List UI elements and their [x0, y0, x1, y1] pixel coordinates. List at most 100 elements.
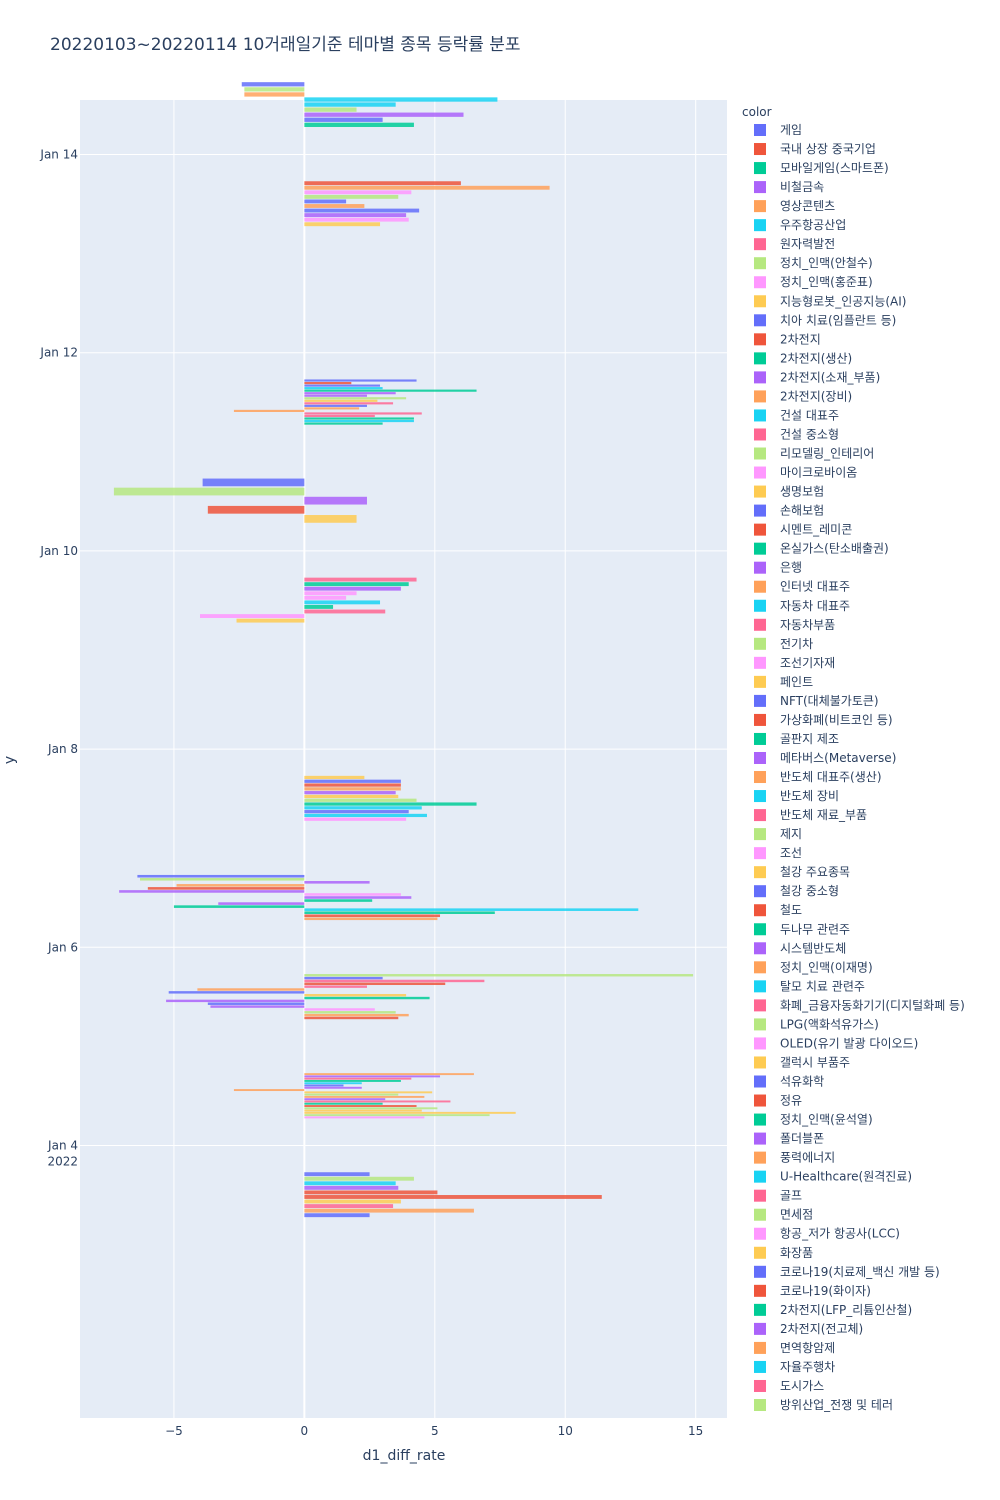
- legend-item[interactable]: 정치_인맥(윤석열): [780, 1113, 873, 1127]
- legend-item[interactable]: LPG(액화석유가스): [780, 1017, 879, 1031]
- chart-title: 20220103~20220114 10거래일기준 테마별 종목 등락률 분포: [50, 35, 521, 55]
- legend-item[interactable]: 은행: [780, 560, 802, 575]
- bar: [304, 414, 375, 418]
- bar: [210, 1005, 305, 1008]
- legend-item[interactable]: 제지: [780, 827, 802, 841]
- bar: [304, 1105, 417, 1107]
- legend-item[interactable]: 정치_인맥(이재명): [780, 960, 873, 974]
- legend-item[interactable]: 자동차 대표주: [780, 599, 850, 613]
- legend-swatch: [754, 238, 766, 251]
- x-axis-ticks: −5 0 5 10 15: [165, 1424, 703, 1438]
- legend-item[interactable]: 게임: [780, 123, 802, 137]
- legend-item[interactable]: 조선: [780, 846, 802, 860]
- legend-item[interactable]: 반도체 재료_부품: [780, 808, 867, 822]
- legend-item[interactable]: 골프: [780, 1189, 802, 1203]
- legend-item[interactable]: 면세점: [780, 1208, 813, 1222]
- legend-item[interactable]: 두나무 관련주: [780, 922, 850, 936]
- legend-item[interactable]: 2차전지: [780, 332, 821, 346]
- legend-item[interactable]: 지능형로봇_인공지능(AI): [780, 294, 906, 308]
- bar: [197, 988, 305, 991]
- legend-item[interactable]: 철강 중소형: [780, 884, 839, 898]
- bar: [304, 1100, 451, 1103]
- legend-item[interactable]: 인터넷 대표주: [780, 580, 850, 594]
- legend-item[interactable]: 풍력에너지: [780, 1151, 835, 1165]
- legend-item[interactable]: 2차전지(생산): [780, 351, 852, 365]
- legend-item[interactable]: 메타버스(Metaverse): [780, 751, 896, 765]
- legend-item[interactable]: 전기차: [780, 637, 813, 651]
- legend-item[interactable]: 도시가스: [780, 1379, 824, 1393]
- legend-item[interactable]: 철도: [780, 903, 802, 917]
- legend-item[interactable]: 국내 상장 중국기업: [780, 142, 876, 156]
- legend-item[interactable]: 비철금속: [780, 180, 824, 194]
- legend-item[interactable]: 마이크로바이옴: [780, 466, 857, 480]
- x-axis-label: d1_diff_rate: [363, 1448, 446, 1464]
- legend-item[interactable]: 폴더블폰: [780, 1132, 824, 1146]
- legend-item[interactable]: 정치_인맥(홍준표): [780, 275, 873, 289]
- x-tick-label: 10: [558, 1424, 573, 1438]
- legend-item[interactable]: 리모델링_인테리어: [780, 447, 874, 461]
- legend-item[interactable]: 우주항공산업: [780, 218, 846, 232]
- legend-item[interactable]: OLED(유기 발광 다이오드): [780, 1036, 918, 1050]
- legend-swatch: [754, 1018, 766, 1031]
- bar: [218, 902, 305, 905]
- legend-item[interactable]: 페인트: [780, 675, 813, 689]
- legend-item[interactable]: 2차전지(소재_부품): [780, 370, 880, 384]
- legend-swatch: [754, 1246, 766, 1259]
- legend-item[interactable]: 건설 대표주: [780, 408, 839, 422]
- legend-item[interactable]: 가상화폐(비트코인 등): [780, 713, 893, 727]
- bar: [304, 779, 401, 783]
- legend-item[interactable]: 화장품: [780, 1246, 813, 1260]
- legend-swatch: [754, 409, 766, 422]
- legend-item[interactable]: 원자력발전: [780, 237, 835, 251]
- legend-item[interactable]: 온실가스(탄소배출권): [780, 542, 889, 556]
- bar: [147, 887, 305, 890]
- bar: [173, 905, 305, 908]
- legend-item[interactable]: NFT(대체불가토큰): [780, 694, 879, 708]
- legend-swatch: [754, 1322, 766, 1335]
- legend-item[interactable]: 반도체 대표주(생산): [780, 770, 882, 784]
- legend-item[interactable]: 모바일게임(스마트폰): [780, 161, 889, 175]
- legend-item[interactable]: 생명보험: [780, 485, 824, 499]
- bar: [304, 1084, 344, 1087]
- bar: [304, 1102, 383, 1105]
- bar: [244, 92, 305, 97]
- legend-item[interactable]: 방위산업_전쟁 및 테러: [780, 1398, 893, 1412]
- legend-item[interactable]: 화폐_금융자동화기기(디지털화폐 등): [780, 998, 965, 1012]
- legend-item[interactable]: 2차전지(LFP_리튬인산철): [780, 1303, 912, 1317]
- bar: [304, 1093, 399, 1096]
- bar: [304, 213, 407, 218]
- legend-item[interactable]: U-Healthcare(원격진료): [780, 1170, 912, 1184]
- legend-item[interactable]: 자율주행차: [780, 1359, 835, 1374]
- bar: [304, 783, 401, 787]
- legend-item[interactable]: 골판지 제조: [780, 732, 839, 746]
- legend-item[interactable]: 탈모 치료 관련주: [780, 979, 865, 993]
- legend-item[interactable]: 자동차부품: [780, 618, 835, 632]
- legend-swatch: [754, 1037, 766, 1050]
- legend-item[interactable]: 철강 주요종목: [780, 865, 850, 879]
- legend-item[interactable]: 조선기자재: [780, 656, 835, 670]
- legend-item[interactable]: 항공_저가 항공사(LCC): [780, 1227, 900, 1241]
- legend-item[interactable]: 손해보험: [780, 504, 824, 518]
- legend-swatch: [754, 618, 766, 631]
- legend-item[interactable]: 2차전지(장비): [780, 389, 852, 403]
- legend-item[interactable]: 석유화학: [780, 1075, 824, 1089]
- legend-item[interactable]: 정치_인맥(안철수): [780, 256, 873, 270]
- legend-item[interactable]: 면역항암제: [780, 1341, 835, 1355]
- bar: [304, 387, 383, 390]
- bar: [233, 409, 305, 412]
- legend-item[interactable]: 코로나19(치료제_백신 개발 등): [780, 1265, 940, 1279]
- legend-item[interactable]: 영상콘텐츠: [780, 199, 835, 213]
- legend-item[interactable]: 갤럭시 부품주: [780, 1055, 850, 1069]
- legend-item[interactable]: 반도체 장비: [780, 789, 839, 803]
- legend-item[interactable]: 코로나19(화이자): [780, 1284, 871, 1298]
- legend-item[interactable]: 치아 치료(임플란트 등): [780, 313, 896, 327]
- legend-swatch: [754, 371, 766, 384]
- bar: [304, 404, 367, 407]
- legend-swatch: [754, 390, 766, 403]
- legend-item[interactable]: 시스템반도체: [780, 941, 846, 955]
- legend-item[interactable]: 정유: [780, 1094, 802, 1108]
- legend-item[interactable]: 2차전지(전고체): [780, 1322, 863, 1336]
- legend-swatch: [754, 847, 766, 860]
- legend-item[interactable]: 시멘트_레미콘: [780, 523, 852, 537]
- legend-item[interactable]: 건설 중소형: [780, 427, 839, 441]
